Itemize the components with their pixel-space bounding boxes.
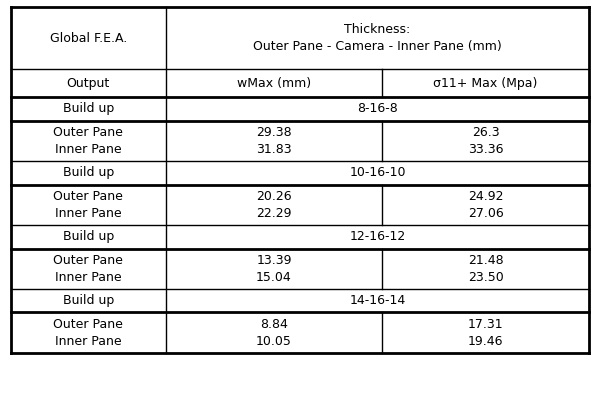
Text: σ11+ Max (Mpa): σ11+ Max (Mpa) (433, 76, 538, 90)
Text: 24.92
27.06: 24.92 27.06 (468, 190, 503, 220)
Text: 13.39
15.04: 13.39 15.04 (256, 254, 292, 284)
Text: Output: Output (67, 76, 110, 90)
Text: Global F.E.A.: Global F.E.A. (50, 32, 127, 45)
Text: Build up: Build up (62, 166, 114, 179)
Text: Build up: Build up (62, 294, 114, 307)
Text: Thickness:
Outer Pane - Camera - Inner Pane (mm): Thickness: Outer Pane - Camera - Inner P… (253, 23, 502, 53)
Text: 21.48
23.50: 21.48 23.50 (468, 254, 503, 284)
Text: wMax (mm): wMax (mm) (237, 76, 311, 90)
Text: Outer Pane
Inner Pane: Outer Pane Inner Pane (53, 190, 123, 220)
Text: 20.26
22.29: 20.26 22.29 (256, 190, 292, 220)
Text: 14-16-14: 14-16-14 (349, 294, 406, 307)
Text: Build up: Build up (62, 230, 114, 243)
Text: 12-16-12: 12-16-12 (349, 230, 406, 243)
Text: 29.38
31.83: 29.38 31.83 (256, 126, 292, 156)
Text: 10-16-10: 10-16-10 (349, 166, 406, 179)
Text: Outer Pane
Inner Pane: Outer Pane Inner Pane (53, 254, 123, 284)
Text: Outer Pane
Inner Pane: Outer Pane Inner Pane (53, 126, 123, 156)
Text: Outer Pane
Inner Pane: Outer Pane Inner Pane (53, 317, 123, 348)
Text: 26.3
33.36: 26.3 33.36 (468, 126, 503, 156)
Text: 17.31
19.46: 17.31 19.46 (468, 317, 503, 348)
Text: Build up: Build up (62, 103, 114, 115)
Text: 8-16-8: 8-16-8 (357, 103, 398, 115)
Text: 8.84
10.05: 8.84 10.05 (256, 317, 292, 348)
